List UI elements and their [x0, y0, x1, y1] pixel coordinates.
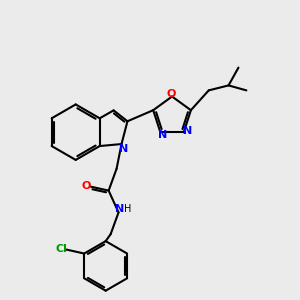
Text: N: N: [119, 144, 128, 154]
Text: Cl: Cl: [56, 244, 68, 254]
Text: H: H: [124, 204, 131, 214]
Text: N: N: [115, 204, 124, 214]
Text: O: O: [167, 88, 176, 98]
Text: N: N: [183, 126, 192, 136]
Text: O: O: [81, 181, 91, 191]
Text: N: N: [158, 130, 167, 140]
